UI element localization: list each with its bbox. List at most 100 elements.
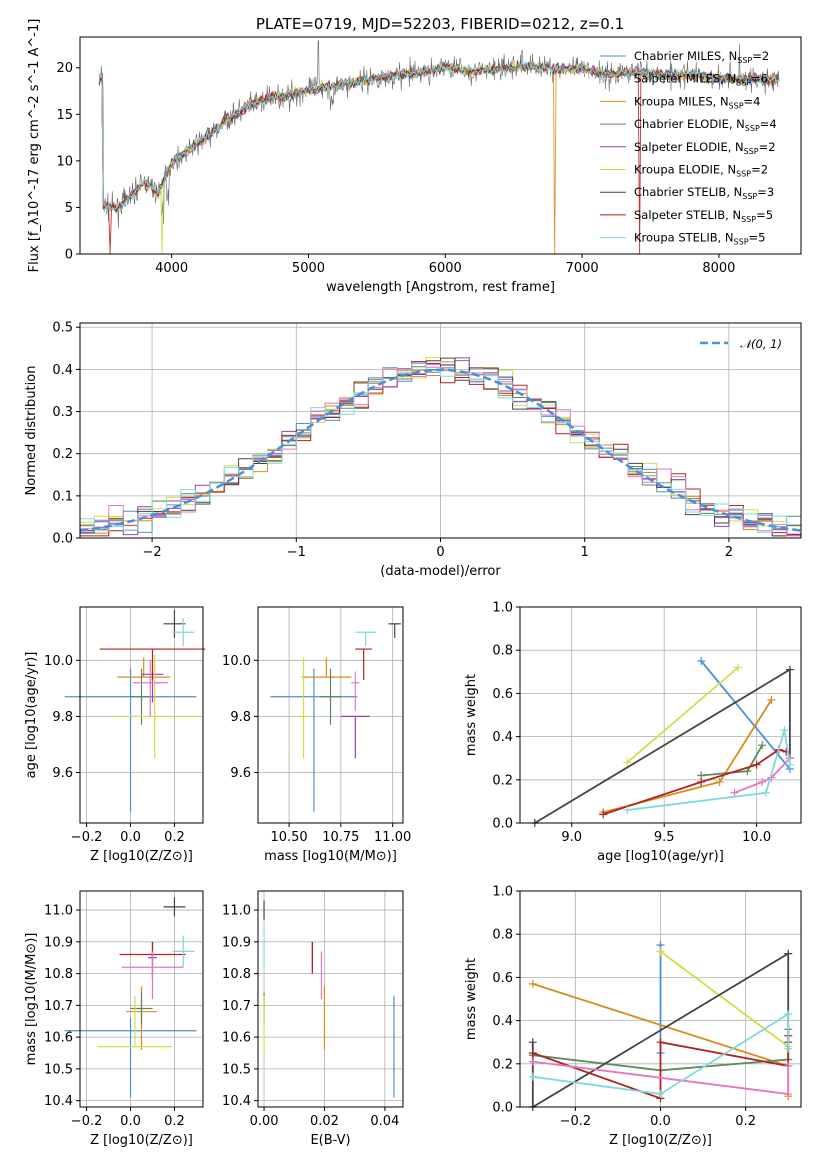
y-tick-label: 10.5 xyxy=(222,1062,251,1077)
x-tick-label: 5000 xyxy=(292,261,325,276)
legend-value: =6 xyxy=(751,72,768,86)
subscript: SSP xyxy=(741,215,756,224)
weight-marker xyxy=(656,947,665,956)
y-tick-label: 0.5 xyxy=(52,321,73,336)
subscript: SSP xyxy=(744,147,759,156)
errorbar-2 xyxy=(320,668,341,725)
histogram-8 xyxy=(80,363,801,537)
x-axis-label: mass [log10(M/M⊙)] xyxy=(264,849,397,864)
y-tick-label: 0.4 xyxy=(492,1014,513,1029)
errorbar-2 xyxy=(130,668,153,725)
x-tick-label: −1 xyxy=(287,545,306,560)
x-tick-label: 9.5 xyxy=(654,830,675,845)
weight-line-3 xyxy=(626,666,739,764)
weight-marker xyxy=(697,777,706,786)
weight-marker xyxy=(623,806,632,815)
y-tick-label: 10 xyxy=(56,154,73,169)
y-tick-label: 0.4 xyxy=(492,730,513,745)
y-axis-label: Flux [f_λ10^-17 erg cm^-2 s^-1 A^-1] xyxy=(27,19,42,273)
histogram-7 xyxy=(80,366,801,537)
plot-area xyxy=(64,609,206,812)
weight-marker xyxy=(623,758,632,767)
y-tick-label: 10.9 xyxy=(222,935,251,950)
chart-title: PLATE=0719, MJD=52203, FIBERID=0212, z=0… xyxy=(256,15,624,33)
legend-label: Chabrier MILES, NSSP=2 xyxy=(634,49,769,65)
y-tick-label: 10.8 xyxy=(222,967,251,982)
weight-marker xyxy=(785,665,794,674)
model-spectrum-2 xyxy=(98,61,780,254)
x-tick-label: 0.0 xyxy=(650,1114,671,1129)
axes-frame xyxy=(257,890,404,1108)
axes-frame xyxy=(79,606,204,824)
y-tick-label: 10.9 xyxy=(44,935,73,950)
panel-2: −0.2 0.0 0.2 9.6 9.8 10.0 Z [log10(Z/Z⊙)] age [… xyxy=(24,606,206,864)
normal-curve xyxy=(80,368,801,532)
errorbar-8 xyxy=(172,935,195,968)
x-tick-label: 0.2 xyxy=(735,1114,756,1129)
x-tick-label: 10.75 xyxy=(322,830,359,845)
plot-area xyxy=(98,40,780,254)
weight-marker xyxy=(784,1061,793,1070)
y-tick-label: 0.6 xyxy=(492,971,513,986)
y-tick-label: 0.6 xyxy=(492,687,513,702)
subscript: SSP xyxy=(737,56,752,65)
legend-value: =5 xyxy=(749,231,766,245)
x-tick-label: 0.0 xyxy=(120,830,141,845)
panel-3: 10.50 10.75 11.00 9.6 9.8 10.0 mass [log10(M/M… xyxy=(222,606,411,864)
weight-marker xyxy=(761,788,770,797)
model-spectrum-5 xyxy=(98,61,780,254)
legend-value: =4 xyxy=(744,94,761,108)
errorbar-5 xyxy=(388,623,401,638)
x-tick-label: 0 xyxy=(436,545,444,560)
y-tick-label: 9.8 xyxy=(52,710,73,725)
y-tick-label: 9.6 xyxy=(52,766,73,781)
errorbar-8 xyxy=(172,618,195,647)
plot-area xyxy=(528,941,793,1111)
errorbar-0 xyxy=(270,668,358,812)
weight-marker xyxy=(752,760,761,769)
plot-area xyxy=(530,657,794,827)
panel-0: 4000 5000 6000 7000 8000 0 5 10 15 20 wavelength [… xyxy=(27,19,802,295)
subscript: SSP xyxy=(729,101,744,110)
weight-line-3 xyxy=(659,950,789,1048)
plot-area xyxy=(270,623,401,812)
errorbar-5 xyxy=(163,609,186,638)
errorbar-2 xyxy=(130,992,153,1025)
weight-marker xyxy=(758,741,767,750)
errorbar-6 xyxy=(99,648,206,680)
y-tick-label: 10.5 xyxy=(44,1062,73,1077)
weight-marker xyxy=(785,760,794,769)
x-tick-label: 0.04 xyxy=(370,1114,399,1129)
y-tick-label: 10.7 xyxy=(44,999,73,1014)
plot-area xyxy=(80,356,801,537)
weight-marker xyxy=(656,1038,665,1047)
y-axis-label: mass weight xyxy=(464,674,479,756)
weight-marker xyxy=(528,1072,537,1081)
errorbar-6 xyxy=(355,648,372,680)
y-tick-label: 11.0 xyxy=(222,904,251,919)
y-tick-label: 0 xyxy=(65,248,73,263)
x-tick-label: −2 xyxy=(143,545,162,560)
subscript: SSP xyxy=(745,124,760,133)
x-tick-label: 0.02 xyxy=(310,1114,339,1129)
weight-line-7 xyxy=(627,729,791,811)
model-spectrum-8 xyxy=(98,59,780,213)
legend-label: Salpeter MILES, NSSP=6 xyxy=(634,72,768,88)
subscript: SSP xyxy=(736,170,751,179)
y-tick-label: 0.0 xyxy=(52,532,73,547)
y-tick-label: 10.8 xyxy=(44,967,73,982)
x-axis-label: Z [log10(Z/Z⊙)] xyxy=(90,1133,193,1148)
y-tick-label: 10.6 xyxy=(44,1031,73,1046)
panel-4: 9.0 9.5 10.0 0.0 0.2 0.4 0.6 0.8 1.0 age [log10(a… xyxy=(464,601,802,864)
axes-frame xyxy=(519,606,802,824)
x-axis-label: Z [log10(Z/Z⊙)] xyxy=(609,1133,712,1148)
weight-marker xyxy=(730,788,739,797)
legend-label: Salpeter STELIB, NSSP=5 xyxy=(634,208,773,224)
y-tick-label: 9.6 xyxy=(230,766,251,781)
errorbar-8 xyxy=(355,631,377,647)
x-tick-label: 4000 xyxy=(155,261,188,276)
y-tick-label: 0.0 xyxy=(492,1101,513,1116)
errorbar-0 xyxy=(64,668,197,812)
x-tick-label: 0.2 xyxy=(164,830,185,845)
